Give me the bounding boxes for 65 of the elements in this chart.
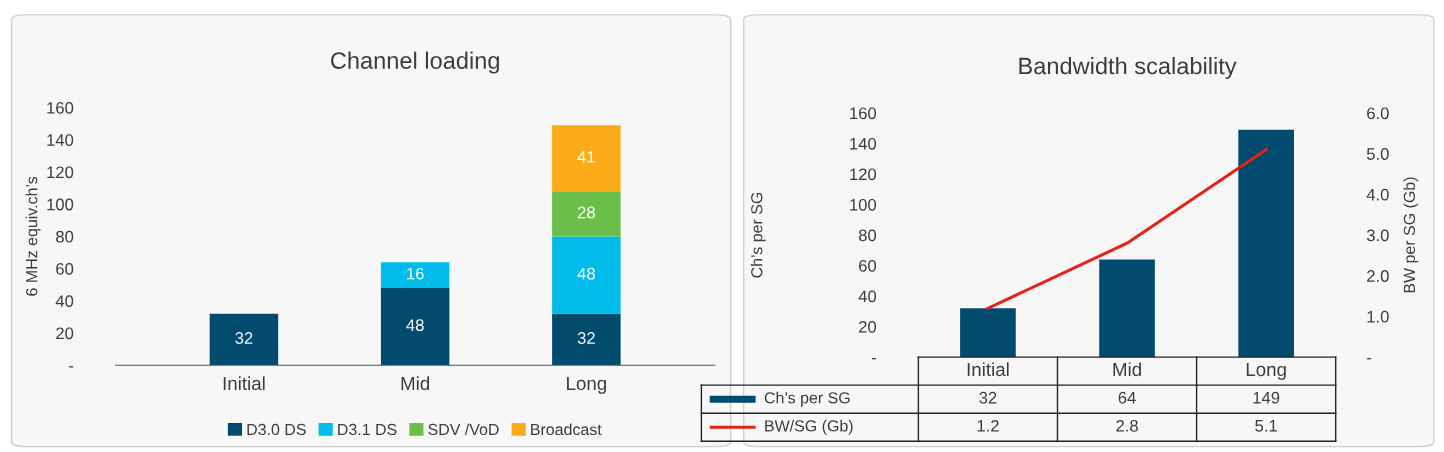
bar <box>552 125 621 192</box>
data-label: 41 <box>577 151 595 163</box>
y2-tick-label: 6.0 <box>1367 107 1389 120</box>
bar <box>552 313 621 366</box>
y-tick-label: 100 <box>850 198 877 211</box>
y2-tick-label: 1.0 <box>1367 310 1389 323</box>
y-axis-title: 6 MHz equiv.ch’s <box>25 176 41 296</box>
data-label: 48 <box>577 267 595 280</box>
y-tick-label: 160 <box>47 101 74 114</box>
y-tick-label: - <box>69 366 74 368</box>
y-tick-label: 140 <box>47 134 74 146</box>
bar <box>380 262 450 288</box>
data-label: 64 <box>1118 391 1136 404</box>
data-label: 32 <box>979 391 997 404</box>
y-tick-label: 40 <box>858 290 877 303</box>
y2-axis-title: BW per SG (Gb) <box>1403 177 1419 293</box>
y2-tick-label: 3.0 <box>1366 229 1389 242</box>
bar <box>1099 259 1155 358</box>
y2-tick-label: 2.0 <box>1367 270 1389 282</box>
y2-tick-label: - <box>1366 358 1372 360</box>
x-tick-label: Mid <box>401 376 430 391</box>
y-tick-label: 80 <box>56 230 74 243</box>
bar <box>552 191 621 237</box>
y-tick-label: 140 <box>850 137 877 150</box>
data-label: 16 <box>407 267 424 280</box>
data-label: 2.8 <box>1116 419 1138 432</box>
x-tick-label: Long <box>1246 363 1286 380</box>
y-tick-label: 120 <box>850 168 877 181</box>
y-tick-label: 60 <box>56 263 74 275</box>
data-label: 32 <box>235 332 253 344</box>
y-tick-label: 60 <box>859 259 877 272</box>
legend-label: SDV /VoD <box>428 423 499 436</box>
x-tick-label: Long <box>567 377 607 394</box>
bar <box>1238 129 1294 358</box>
bar <box>552 236 621 314</box>
y-tick-label: 100 <box>47 198 74 211</box>
y-axis-title: Ch’s per SG <box>750 192 766 278</box>
y-tick-label: 20 <box>859 320 877 333</box>
y-tick-label: 40 <box>55 295 74 308</box>
y2-tick-label: 4.0 <box>1366 188 1389 201</box>
data-label: 149 <box>1253 391 1280 404</box>
data-label: 32 <box>577 332 595 344</box>
legend-label: Ch’s per SG <box>764 391 850 407</box>
y-tick-label: 120 <box>47 166 74 179</box>
data-label: 1.2 <box>977 419 999 432</box>
bar <box>960 308 1016 358</box>
data-label: 5.1 <box>1255 420 1277 432</box>
legend-label: D3.0 DS <box>247 423 306 436</box>
x-tick-label: Initial <box>967 362 1009 377</box>
y-tick-label: 160 <box>850 107 877 120</box>
data-label: 28 <box>577 206 595 219</box>
y-tick-label: 80 <box>858 229 877 242</box>
data-label: 48 <box>406 319 424 332</box>
y-tick-label: - <box>871 358 876 360</box>
y2-tick-label: 5.0 <box>1366 148 1389 160</box>
bar <box>209 313 279 366</box>
bar <box>380 287 450 366</box>
legend-label: Broadcast <box>531 423 602 436</box>
x-tick-label: Initial <box>223 376 265 391</box>
legend-label: D3.1 DS <box>338 423 397 436</box>
chart-title: Channel loading <box>331 51 499 74</box>
chart-title: Bandwidth scalability <box>1019 57 1237 80</box>
y-tick-label: 20 <box>56 327 74 340</box>
legend-label: BW/SG (Gb) <box>765 419 853 435</box>
x-tick-label: Mid <box>1113 362 1141 377</box>
